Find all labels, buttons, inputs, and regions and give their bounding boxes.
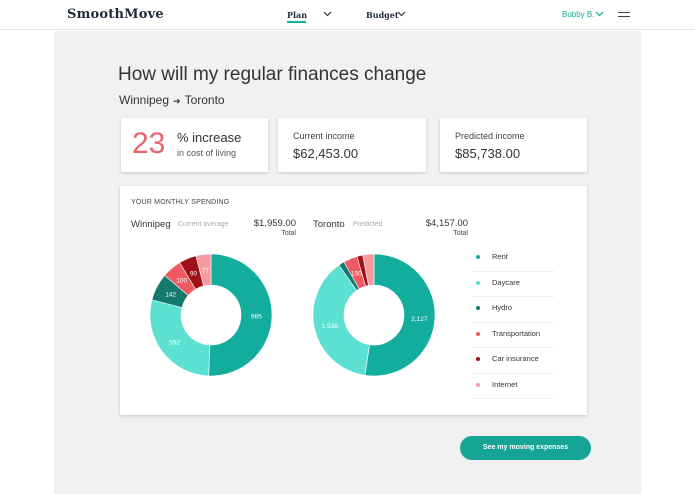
legend-item: Car insurance (472, 348, 554, 374)
to-city: Toronto (184, 93, 225, 107)
predicted-income-label: Predicted income (455, 131, 525, 141)
donut-slice-rent[interactable] (364, 254, 435, 376)
cost-increase-card: 23 % increase in cost of living (121, 118, 268, 172)
donut-slice-daycare[interactable] (150, 299, 211, 376)
donut-slice-label: 150 (351, 271, 362, 278)
increase-sub: in cost of living (177, 148, 237, 158)
chevron-down-icon[interactable] (594, 10, 605, 18)
legend-swatch (476, 306, 480, 310)
donut-slice-label: 142 (165, 292, 176, 299)
increase-label: % increase (177, 130, 242, 145)
left-city: Winnipeg (131, 219, 171, 230)
legend-item: Transportation (472, 323, 554, 348)
arrow-right-icon: ➔ (173, 96, 181, 106)
donut-slice-rent[interactable] (208, 254, 272, 376)
donut-slice-label: 552 (169, 340, 180, 347)
right-total-label: Total (453, 230, 468, 237)
donut-slice-internet[interactable] (195, 254, 212, 287)
donut-slice-internet[interactable] (362, 254, 375, 286)
monthly-spending-card: YOUR MONTHLY SPENDING Winnipeg Current a… (120, 186, 587, 415)
chevron-down-icon[interactable] (322, 10, 333, 18)
right-city-sub: Predicted (353, 221, 383, 228)
legend-label: Internet (492, 379, 518, 389)
legend-swatch (476, 382, 480, 387)
legend-item: Hydro (472, 297, 554, 323)
app-logo[interactable]: SmoothMove (67, 7, 164, 22)
legend-label: Car insurance (492, 354, 539, 363)
legend-label: Daycare (492, 277, 520, 287)
left-total-label: Total (281, 230, 296, 237)
chart-legend: Rent Daycare Hydro Transportation Car insura… (472, 246, 554, 399)
donut-slice-label: 100 (176, 278, 187, 285)
toronto-donut-chart: 2,127 1,538 150 (313, 254, 435, 376)
donut-slice-label: 77 (202, 267, 210, 274)
legend-item: Internet (472, 374, 554, 399)
donut-slice-daycare[interactable] (313, 264, 370, 376)
donut-slice-label: 90 (190, 270, 198, 277)
user-menu[interactable]: Bobby B. (562, 10, 595, 19)
legend-swatch (476, 331, 480, 336)
right-city: Toronto (313, 219, 345, 230)
legend-swatch (476, 280, 480, 285)
legend-label: Rent (492, 252, 508, 261)
legend-label: Hydro (492, 303, 513, 312)
from-city: Winnipeg (119, 93, 170, 107)
legend-swatch (476, 255, 480, 259)
predicted-income-value: $85,738.00 (455, 146, 521, 161)
predicted-income-card: Predicted income $85,738.00 (440, 118, 587, 172)
nav-plan[interactable]: Plan (287, 10, 308, 20)
chevron-down-icon[interactable] (396, 10, 407, 18)
top-nav-bar: SmoothMove Plan Budget Bobby B. (0, 0, 695, 30)
page-title: How will my regular finances change (118, 64, 427, 85)
current-income-label: Current income (293, 131, 355, 141)
left-total-amount: $1,959.00 (253, 218, 296, 229)
route: Winnipeg ➔ Toronto (119, 93, 225, 107)
legend-swatch (476, 357, 480, 361)
current-income-value: $62,453.00 (293, 146, 359, 161)
nav-budget[interactable]: Budget (366, 10, 399, 20)
donut-slice-label: 1,538 (322, 323, 339, 330)
nav-active-underline (287, 21, 306, 23)
legend-item: Daycare (472, 272, 554, 297)
left-city-sub: Current average (178, 221, 229, 228)
hamburger-menu-icon[interactable] (618, 12, 630, 18)
current-income-card: Current income $62,453.00 (278, 118, 426, 172)
donut-slice-label: 985 (251, 313, 262, 320)
donut-slice-label: 2,127 (411, 316, 428, 323)
legend-item: Rent (472, 246, 554, 272)
spending-heading: YOUR MONTHLY SPENDING (131, 199, 230, 206)
right-total-amount: $4,157.00 (425, 218, 468, 229)
increase-value: 23 (132, 127, 166, 160)
legend-label: Transportation (492, 328, 541, 338)
see-moving-expenses-button[interactable]: See my moving expenses (460, 436, 591, 460)
